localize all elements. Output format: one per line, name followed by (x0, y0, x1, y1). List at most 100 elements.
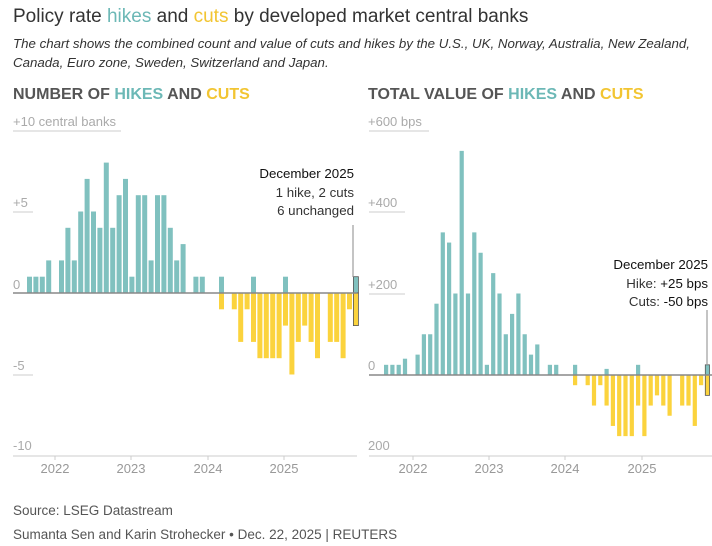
title-text: and (151, 6, 194, 27)
cut-bar (219, 293, 224, 310)
right-ytick: 0 (368, 358, 376, 373)
cut-bar (604, 375, 609, 406)
hike-bar (535, 344, 540, 375)
cut-bar (231, 293, 237, 310)
hike-bar (283, 276, 288, 293)
annotation-label: Hike: (626, 275, 661, 291)
hike-bar (547, 364, 552, 375)
right-annotation: December 2025 Hike: +25 bps Cuts: -50 bp… (613, 256, 708, 312)
hike-bar (484, 364, 489, 375)
hike-bar (472, 232, 477, 375)
hike-bar (123, 178, 128, 293)
hike-bar (491, 273, 496, 375)
hike-bar (510, 313, 515, 375)
cut-bar (334, 293, 340, 342)
cut-bar (585, 375, 590, 386)
hike-bar (142, 195, 148, 293)
cut-bar (308, 293, 314, 342)
annotation-value: -50 bps (663, 294, 708, 309)
annotation-line: 1 hike, 2 cuts (275, 184, 354, 200)
heading-hikes: HIKES (508, 86, 558, 103)
hike-bar (78, 211, 84, 293)
heading-text: TOTAL VALUE OF (368, 86, 509, 103)
hike-bar (65, 227, 71, 293)
cut-bar (598, 375, 603, 386)
cut-bar (648, 375, 653, 406)
hike-bar (428, 334, 433, 375)
cut-bar (617, 375, 622, 437)
hike-bar (396, 364, 401, 375)
left-ytick: +10 central banks (13, 114, 116, 129)
hike-bar (453, 293, 458, 375)
left-chart-heading: NUMBER OF HIKES AND CUTS (13, 86, 250, 104)
cut-bar (692, 375, 697, 426)
right-xtick: 2022 (398, 461, 428, 476)
left-xtick: 2023 (116, 461, 146, 476)
hike-bar (384, 364, 389, 375)
hike-bar (434, 303, 439, 375)
cut-bar (270, 293, 276, 359)
hike-bar (167, 227, 173, 293)
hike-bar (478, 252, 483, 375)
right-xtick: 2024 (550, 461, 580, 476)
credit: Sumanta Sen and Karin Strohecker • Dec. … (13, 527, 398, 542)
hike-bar (97, 227, 103, 293)
right-xtick: 2025 (627, 461, 657, 476)
hike-bar (193, 276, 199, 293)
heading-text: NUMBER OF (13, 86, 115, 103)
left-annotation: December 2025 1 hike, 2 cuts 6 unchanged (259, 165, 354, 221)
hike-bar (440, 232, 445, 375)
cut-bar (642, 375, 647, 437)
hike-bar (110, 227, 116, 293)
right-ytick: +600 bps (368, 114, 422, 129)
hike-bar (528, 354, 534, 375)
hike-bar (415, 354, 420, 375)
cut-bar (704, 374, 710, 396)
cut-bar (244, 293, 250, 310)
left-ytick: -5 (13, 358, 25, 373)
annotation-title: December 2025 (259, 166, 354, 181)
annotation-title: December 2025 (613, 257, 708, 272)
heading-text: AND (557, 86, 601, 103)
hike-bar (148, 260, 154, 293)
hike-bar (503, 334, 508, 375)
right-xtick: 2023 (474, 461, 504, 476)
hike-bar (352, 276, 359, 294)
cut-bar (661, 375, 666, 406)
hike-bar (402, 358, 408, 375)
title-hikes: hikes (106, 6, 152, 27)
right-ytick: +200 (368, 277, 398, 292)
cut-bar (680, 375, 685, 406)
left-ytick: -10 (13, 438, 32, 453)
hike-bar (180, 244, 186, 293)
hike-bar (636, 364, 641, 375)
cut-bar (302, 293, 308, 326)
hike-bar (522, 334, 527, 375)
annotation-value: +25 bps (660, 275, 708, 291)
left-xtick: 2024 (193, 461, 223, 476)
cut-bar (623, 375, 628, 437)
cut-bar (629, 375, 634, 437)
right-chart-heading: TOTAL VALUE OF HIKES AND CUTS (368, 86, 644, 104)
title-cuts: cuts (193, 6, 229, 27)
hike-bar (516, 293, 521, 375)
cut-bar (283, 293, 288, 326)
hike-bar (421, 334, 426, 375)
chart-title: Policy rate hikes and cuts by developed … (13, 6, 528, 28)
cut-bar (263, 293, 269, 359)
subtitle-line-2: Canada, Euro zone, Sweden, Switzerland a… (13, 55, 329, 70)
heading-cuts: CUTS (600, 86, 644, 103)
hike-bar (174, 260, 180, 293)
cut-bar (591, 375, 597, 406)
cut-bar (238, 293, 244, 342)
cut-bar (315, 293, 320, 359)
title-text: Policy rate (13, 6, 107, 27)
cut-bar (636, 375, 641, 406)
hike-bar (447, 242, 452, 375)
cut-bar (251, 293, 256, 342)
annotation-line: 6 unchanged (277, 203, 354, 218)
heading-cuts: CUTS (206, 86, 250, 103)
heading-hikes: HIKES (114, 86, 164, 103)
